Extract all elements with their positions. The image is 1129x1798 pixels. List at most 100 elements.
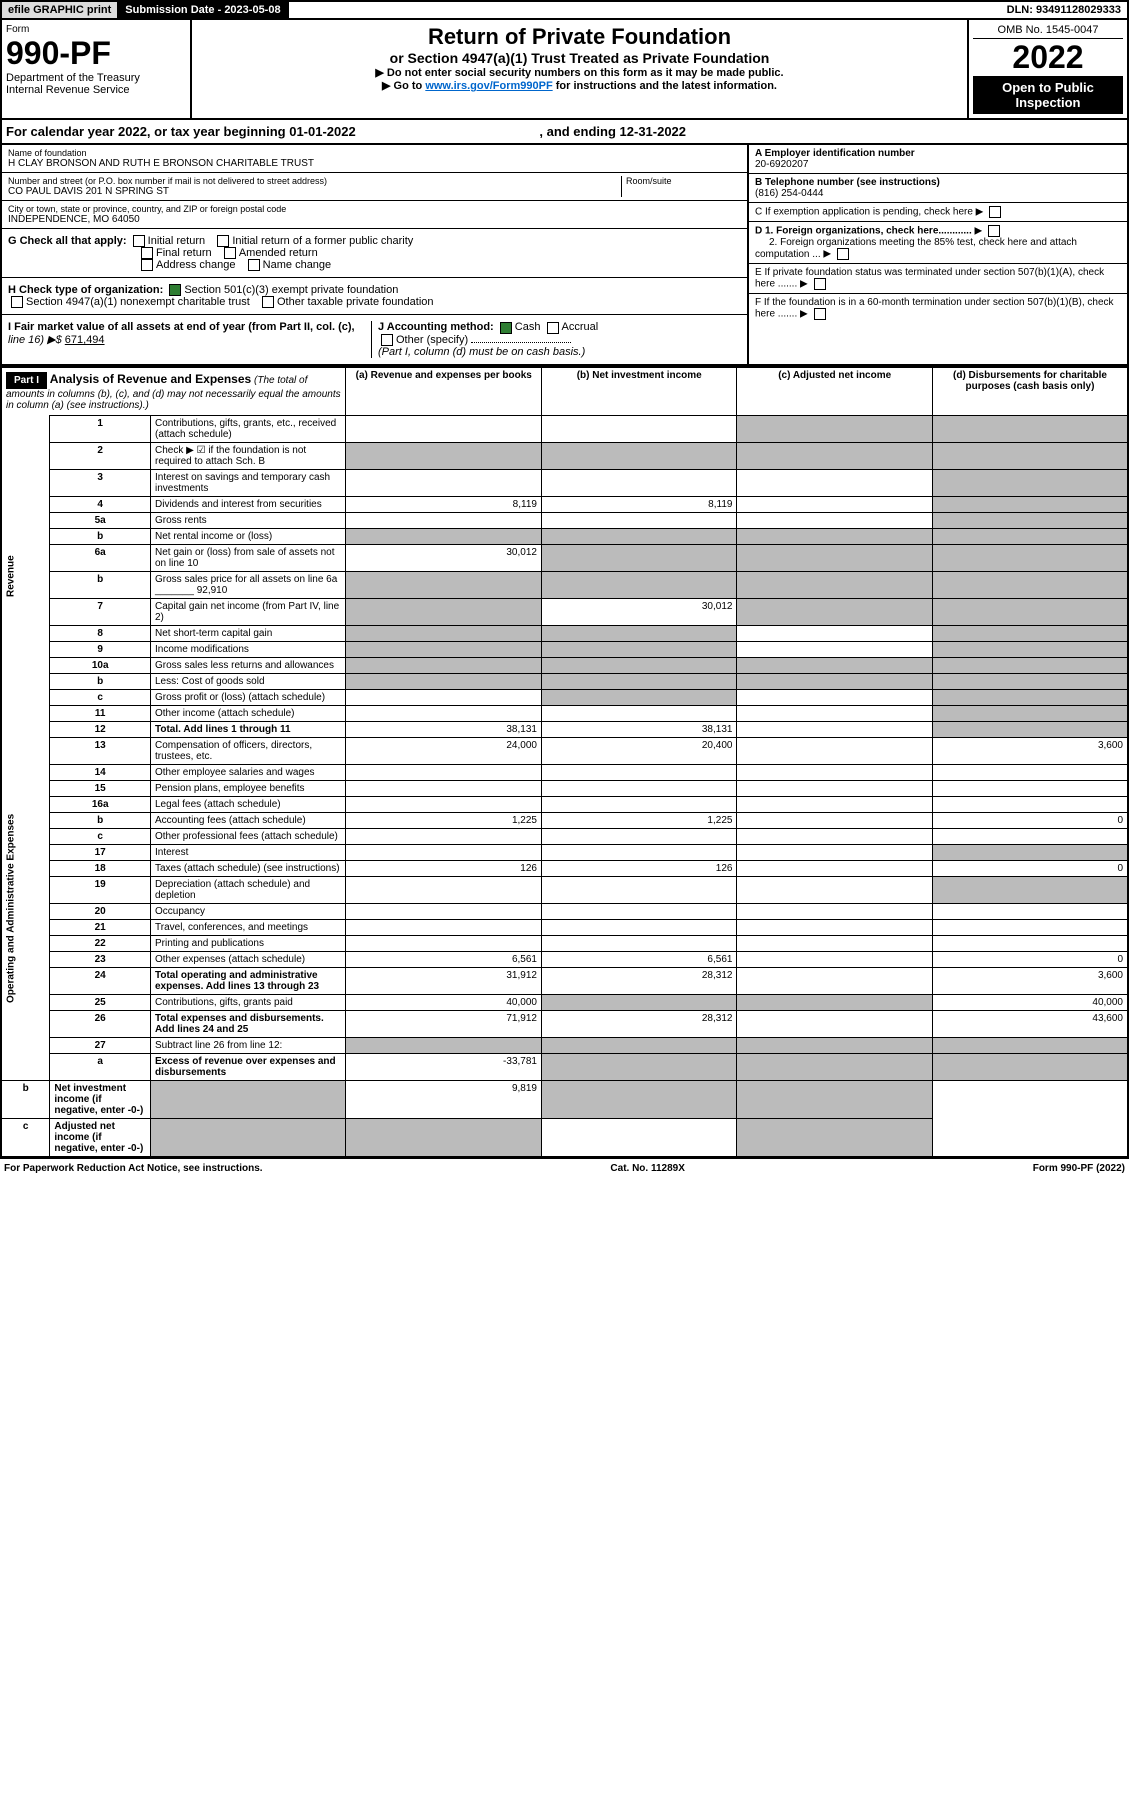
cell-c — [737, 598, 932, 625]
foreign-org-checkbox[interactable] — [988, 225, 1000, 237]
table-row: 25Contributions, gifts, grants paid40,00… — [1, 994, 1128, 1010]
dln-number: DLN: 93491128029333 — [1001, 2, 1127, 18]
cell-c — [737, 780, 932, 796]
cell-d — [932, 571, 1128, 598]
table-row: bGross sales price for all assets on lin… — [1, 571, 1128, 598]
cell-a: 6,561 — [346, 951, 541, 967]
fmv-value: 671,494 — [65, 334, 105, 346]
cell-c — [737, 415, 932, 442]
cell-d: 0 — [932, 812, 1128, 828]
cell-c — [737, 1053, 932, 1080]
table-row: 12Total. Add lines 1 through 1138,13138,… — [1, 721, 1128, 737]
cell-b: 28,312 — [541, 967, 736, 994]
cell-c — [737, 673, 932, 689]
efile-print-button[interactable]: efile GRAPHIC print — [2, 2, 119, 18]
row-description: Other professional fees (attach schedule… — [151, 828, 346, 844]
cell-d — [737, 1080, 932, 1118]
cell-a: 1,225 — [346, 812, 541, 828]
row-number: 4 — [50, 496, 151, 512]
cell-b — [541, 705, 736, 721]
row-number: 5a — [50, 512, 151, 528]
cell-d — [932, 641, 1128, 657]
dept-treasury: Department of the Treasury — [6, 72, 186, 84]
cell-d — [932, 903, 1128, 919]
table-row: bLess: Cost of goods sold — [1, 673, 1128, 689]
cell-a — [346, 415, 541, 442]
cell-a — [346, 764, 541, 780]
accrual-checkbox[interactable] — [547, 322, 559, 334]
amended-return-checkbox[interactable] — [224, 247, 236, 259]
tax-year: 2022 — [973, 39, 1123, 76]
cell-b — [541, 512, 736, 528]
status-terminated-checkbox[interactable] — [814, 278, 826, 290]
cell-b — [541, 994, 736, 1010]
part1-table: Part I Analysis of Revenue and Expenses … — [0, 366, 1129, 1158]
cell-c — [737, 967, 932, 994]
foreign-85-checkbox[interactable] — [837, 248, 849, 260]
cell-c — [737, 812, 932, 828]
60month-checkbox[interactable] — [814, 308, 826, 320]
row-description: Net investment income (if negative, ente… — [50, 1080, 151, 1118]
other-taxable-checkbox[interactable] — [262, 296, 274, 308]
row-number: 2 — [50, 442, 151, 469]
cell-d — [932, 780, 1128, 796]
row-description: Net short-term capital gain — [151, 625, 346, 641]
section-d: D 1. Foreign organizations, check here..… — [749, 222, 1127, 264]
section-i: I Fair market value of all assets at end… — [8, 321, 371, 357]
cell-c — [737, 828, 932, 844]
row-number: a — [50, 1053, 151, 1080]
cell-a: 8,119 — [346, 496, 541, 512]
cell-a — [346, 689, 541, 705]
row-number: 17 — [50, 844, 151, 860]
table-row: 6aNet gain or (loss) from sale of assets… — [1, 544, 1128, 571]
table-row: 8Net short-term capital gain — [1, 625, 1128, 641]
cell-b — [541, 796, 736, 812]
row-description: Depreciation (attach schedule) and deple… — [151, 876, 346, 903]
address: CO PAUL DAVIS 201 N SPRING ST — [8, 186, 621, 197]
row-description: Gross rents — [151, 512, 346, 528]
cell-d — [932, 442, 1128, 469]
501c3-checkbox[interactable] — [169, 284, 181, 296]
cell-b: 20,400 — [541, 737, 736, 764]
row-description: Contributions, gifts, grants paid — [151, 994, 346, 1010]
row-description: Contributions, gifts, grants, etc., rece… — [151, 415, 346, 442]
row-number: 21 — [50, 919, 151, 935]
table-row: 9Income modifications — [1, 641, 1128, 657]
row-number: b — [50, 528, 151, 544]
row-number: 10a — [50, 657, 151, 673]
cell-a — [346, 828, 541, 844]
exemption-pending-checkbox[interactable] — [989, 206, 1001, 218]
cell-c — [737, 796, 932, 812]
name-change-checkbox[interactable] — [248, 259, 260, 271]
table-row: aExcess of revenue over expenses and dis… — [1, 1053, 1128, 1080]
row-description: Capital gain net income (from Part IV, l… — [151, 598, 346, 625]
initial-return-checkbox[interactable] — [133, 235, 145, 247]
cell-c — [737, 951, 932, 967]
form-label: Form — [6, 24, 186, 35]
row-description: Interest — [151, 844, 346, 860]
cell-a — [346, 903, 541, 919]
cell-d: 0 — [932, 860, 1128, 876]
row-description: Legal fees (attach schedule) — [151, 796, 346, 812]
cell-d — [932, 764, 1128, 780]
info-block: Name of foundation H CLAY BRONSON AND RU… — [0, 145, 1129, 366]
row-description: Gross sales price for all assets on line… — [151, 571, 346, 598]
row-description: Gross profit or (loss) (attach schedule) — [151, 689, 346, 705]
address-change-checkbox[interactable] — [141, 259, 153, 271]
cash-checkbox[interactable] — [500, 322, 512, 334]
initial-former-checkbox[interactable] — [217, 235, 229, 247]
table-row: 27Subtract line 26 from line 12: — [1, 1037, 1128, 1053]
form990pf-link[interactable]: www.irs.gov/Form990PF — [425, 80, 552, 92]
cell-a: 38,131 — [346, 721, 541, 737]
cell-b — [541, 828, 736, 844]
row-number: 26 — [50, 1010, 151, 1037]
row-number: 18 — [50, 860, 151, 876]
4947-checkbox[interactable] — [11, 296, 23, 308]
cell-c — [737, 903, 932, 919]
cell-a — [151, 1118, 346, 1157]
section-g: G Check all that apply: Initial return I… — [2, 229, 747, 278]
cell-a — [346, 919, 541, 935]
other-method-checkbox[interactable] — [381, 334, 393, 346]
final-return-checkbox[interactable] — [141, 247, 153, 259]
cell-d: 40,000 — [932, 994, 1128, 1010]
